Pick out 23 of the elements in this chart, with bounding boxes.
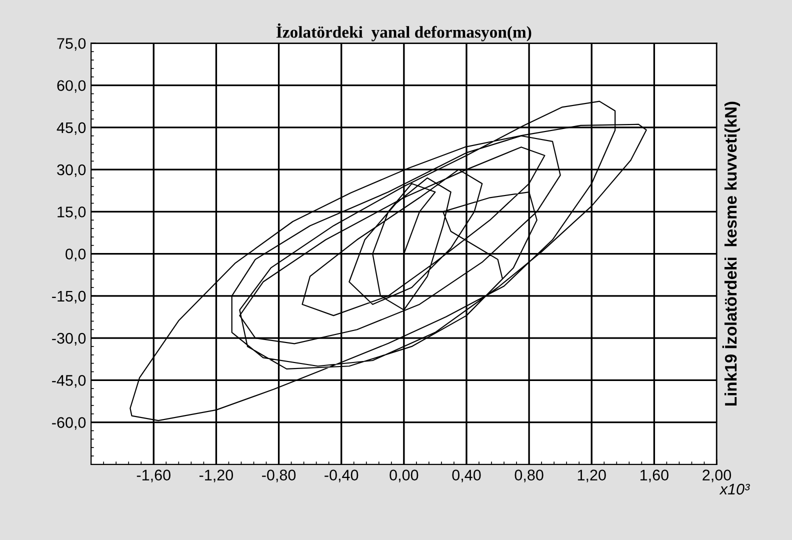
x-tick-label: 1,20 bbox=[578, 470, 606, 482]
x-tick-label: 0,00 bbox=[390, 470, 418, 482]
x-tick-label: -1,60 bbox=[136, 470, 170, 482]
x-tick-label: 0,80 bbox=[514, 470, 544, 482]
x-tick-label: -0,40 bbox=[324, 470, 358, 482]
x-tick-label: 1,60 bbox=[640, 470, 668, 482]
text: x10³ bbox=[719, 484, 750, 495]
x-axis-title: İzolatördeki yanal deformasyon(m) bbox=[276, 23, 532, 42]
y-tick-label: 45,0 bbox=[56, 122, 86, 135]
x-tick-label: -0,80 bbox=[262, 470, 296, 482]
y-tick-label: 0,0 bbox=[66, 248, 86, 262]
y-tick-label: 75,0 bbox=[57, 38, 86, 51]
y-tick-label: -45,0 bbox=[52, 375, 86, 388]
y-axis-title: Link19 İzolatördeki kesme kuvveti(kN) bbox=[722, 102, 740, 406]
y-tick-label: -30,0 bbox=[52, 332, 86, 346]
y-tick-label: -15,0 bbox=[52, 290, 86, 304]
y-tick-label: 60,0 bbox=[57, 80, 86, 93]
x-tick-label: 2,00 bbox=[702, 470, 732, 482]
y-tick-label: 30,0 bbox=[57, 164, 86, 178]
x-tick-label: 0,40 bbox=[452, 470, 481, 482]
y-tick-label: 15,0 bbox=[58, 206, 86, 220]
y-tick-label: -60,0 bbox=[52, 417, 86, 430]
x-tick-label: -1,20 bbox=[199, 470, 234, 482]
